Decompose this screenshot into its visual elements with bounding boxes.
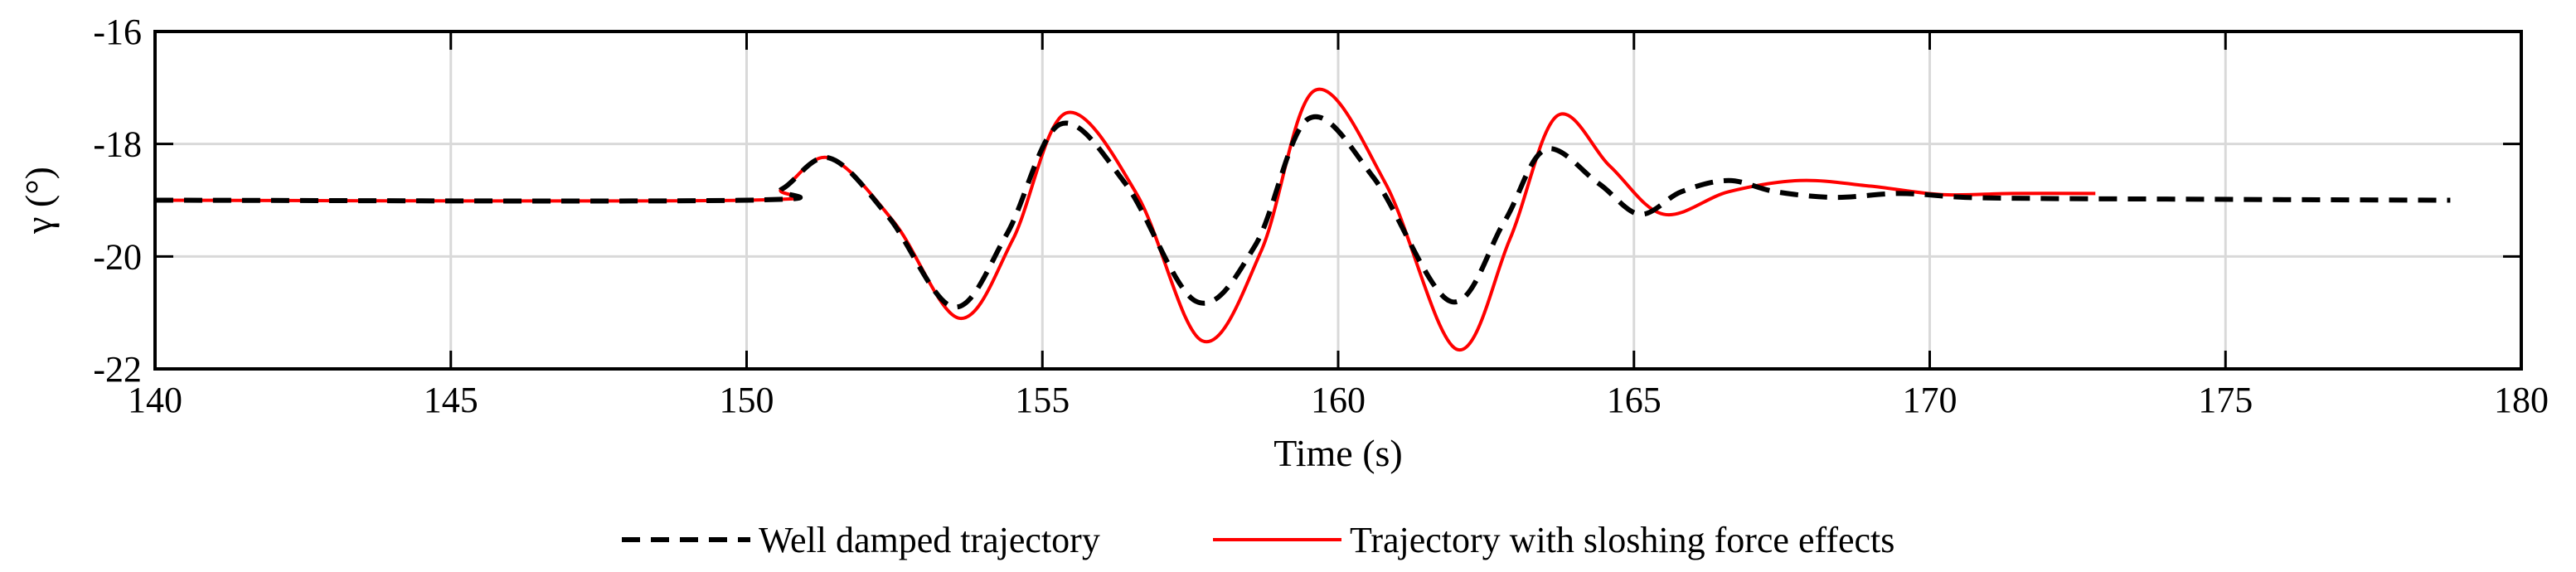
x-tick-label: 150 [720, 380, 774, 420]
y-tick-label: -22 [93, 349, 142, 390]
x-tick-label: 170 [1903, 380, 1957, 420]
series-sloshing [154, 87, 2096, 352]
legend-label-well-damped: Well damped trajectory [759, 520, 1100, 560]
legend: Well damped trajectory Trajectory with s… [622, 520, 1894, 560]
x-tick-label: 160 [1311, 380, 1366, 420]
y-tick-label: -18 [93, 124, 142, 165]
grid [155, 32, 2521, 369]
legend-label-sloshing: Trajectory with sloshing force effects [1350, 520, 1894, 560]
ticks [153, 30, 2523, 371]
tick-labels: 140 145 150 155 160 165 170 175 180 -22 -20 -18 -16 [93, 12, 2549, 420]
x-tick-label: 165 [1607, 380, 1662, 420]
y-tick-label: -16 [93, 12, 142, 52]
x-tick-label: 155 [1015, 380, 1070, 420]
y-tick-label: -20 [93, 236, 142, 277]
x-axis-label: Time (s) [1273, 432, 1403, 474]
series-layer [154, 87, 2451, 352]
x-tick-label: 175 [2198, 380, 2253, 420]
x-tick-label: 145 [424, 380, 478, 420]
x-tick-label: 140 [128, 380, 182, 420]
series-well-damped [154, 114, 2451, 310]
y-axis-label: γ (°) [17, 167, 60, 235]
x-tick-label: 180 [2494, 380, 2549, 420]
